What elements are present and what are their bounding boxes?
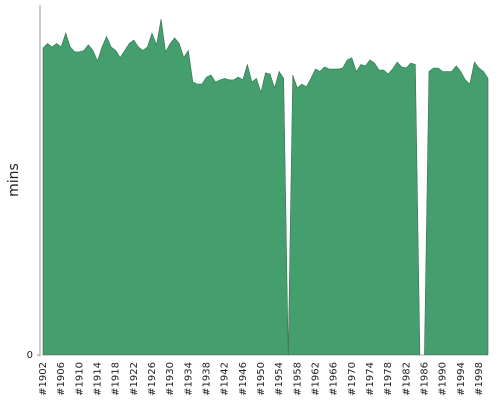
x-tick-label: #1994 bbox=[456, 362, 467, 396]
x-tick-label: #1934 bbox=[183, 362, 194, 396]
x-tick-label: #1902 bbox=[38, 362, 49, 396]
x-tick-label: #1918 bbox=[111, 362, 122, 396]
x-tick-label: #1906 bbox=[56, 362, 67, 396]
x-tick-label: #1942 bbox=[220, 362, 231, 396]
x-tick-label: #1966 bbox=[329, 362, 340, 396]
x-tick-label: #1998 bbox=[474, 362, 485, 396]
x-tick-label: #1982 bbox=[401, 362, 412, 396]
x-tick-label: #1926 bbox=[147, 362, 158, 396]
x-tick-label: #1990 bbox=[438, 362, 449, 396]
x-tick-label: #1938 bbox=[201, 362, 212, 396]
x-tick-label: #1986 bbox=[419, 362, 430, 396]
area bbox=[42, 18, 489, 356]
x-tick-label: #1962 bbox=[310, 362, 321, 396]
y-tick-label: 0 bbox=[27, 350, 33, 361]
x-tick-label: #1974 bbox=[365, 362, 376, 396]
x-tick-label: #1922 bbox=[129, 362, 140, 396]
x-tick-label: #1958 bbox=[292, 362, 303, 396]
x-tick-label: #1914 bbox=[92, 362, 103, 396]
y-axis-label: mins bbox=[6, 163, 22, 197]
x-tick-label: #1950 bbox=[256, 362, 267, 396]
x-tick-label: #1954 bbox=[274, 362, 285, 396]
x-tick-label: #1910 bbox=[74, 362, 85, 396]
x-tick-label: #1930 bbox=[165, 362, 176, 396]
x-tick-label: #1970 bbox=[347, 362, 358, 396]
x-tick-label: #1978 bbox=[383, 362, 394, 396]
x-tick-label: #1946 bbox=[238, 362, 249, 396]
